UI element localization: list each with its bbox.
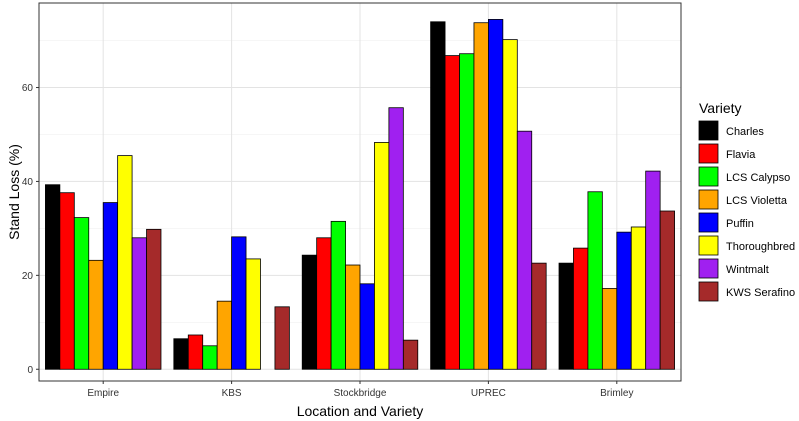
bar [388, 107, 404, 370]
bar [558, 262, 574, 370]
bar [459, 53, 475, 370]
legend-label: Charles [726, 126, 764, 138]
y-tick-label: 20 [22, 271, 34, 282]
y-tick-label: 60 [22, 83, 34, 94]
bar [301, 254, 318, 370]
legend-label: Wintmalt [726, 264, 769, 276]
x-tick-label: Stockbridge [334, 388, 387, 399]
legend-swatch [698, 120, 719, 141]
x-tick-label: Brimley [600, 388, 633, 399]
legend-label: KWS Serafino [726, 287, 795, 299]
bar [616, 231, 632, 370]
bar [187, 334, 204, 370]
bar [231, 236, 247, 370]
bar [345, 264, 361, 370]
bar [516, 130, 533, 370]
bar [146, 228, 162, 370]
legend-swatch [698, 189, 719, 210]
bar [45, 184, 61, 370]
bar [359, 283, 375, 370]
bar [316, 237, 332, 370]
x-axis: Empire KBS Stockbridge UPREC Brimley [87, 381, 633, 399]
legend-swatch [698, 281, 719, 302]
bar [645, 170, 661, 370]
bar [573, 247, 589, 370]
bar [216, 300, 232, 370]
legend-swatch [698, 143, 719, 164]
bar [202, 345, 218, 370]
bar [587, 191, 603, 370]
bar [330, 220, 346, 370]
x-tick-label: UPREC [471, 388, 506, 399]
x-tick-label: KBS [222, 388, 242, 399]
legend-title: Variety [699, 100, 742, 116]
bar [473, 22, 489, 370]
bar [131, 237, 147, 370]
legend-items: Charles Flavia LCS Calypso LCS Violetta Puff… [698, 120, 795, 302]
bar [374, 142, 390, 370]
bar [117, 155, 133, 370]
bar [245, 258, 261, 370]
bar [59, 192, 75, 370]
bar [487, 19, 504, 370]
x-tick-label: Empire [87, 388, 119, 399]
bar [659, 210, 675, 370]
bar [402, 339, 419, 370]
y-tick-label: 0 [27, 365, 33, 376]
x-axis-title: Location and Variety [297, 403, 424, 419]
bar [630, 226, 647, 370]
bar [444, 55, 460, 370]
legend-label: Flavia [726, 149, 756, 161]
bar [502, 39, 518, 370]
bars [45, 19, 675, 370]
bar [173, 338, 189, 370]
legend-label: Thoroughbred [726, 241, 795, 253]
legend-label: Puffin [726, 218, 754, 230]
legend-swatch [698, 166, 719, 187]
y-axis-title: Stand Loss (%) [6, 144, 22, 240]
bar [88, 259, 104, 370]
bar [531, 262, 547, 370]
legend-swatch [698, 235, 719, 256]
legend-swatch [698, 212, 719, 233]
bar [274, 306, 290, 370]
bar [430, 21, 446, 370]
y-axis: 0 20 40 60 [22, 83, 39, 376]
legend-label: LCS Violetta [726, 195, 788, 207]
bar [102, 202, 119, 370]
bar [601, 288, 618, 370]
legend: Variety Charles Flavia LCS Calypso LCS Viol… [698, 100, 795, 302]
legend-swatch [698, 258, 719, 279]
y-tick-label: 40 [22, 177, 34, 188]
legend-label: LCS Calypso [726, 172, 790, 184]
bar [73, 217, 90, 370]
